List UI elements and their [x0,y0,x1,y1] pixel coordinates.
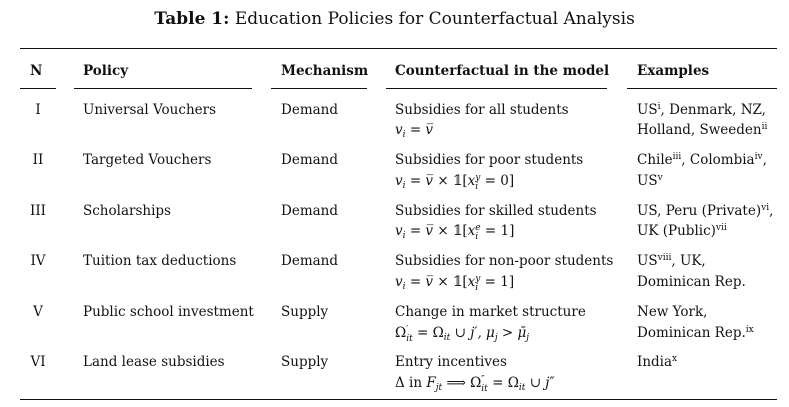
row-mechanism: Demand [281,253,338,269]
row-policy: Tuition tax deductions [83,253,237,269]
table-caption: Table 1: Education Policies for Counterf… [0,8,789,30]
header-rule-examples [627,88,777,89]
row-number: II [32,152,44,168]
row-mechanism: Supply [281,304,329,320]
row-mechanism: Demand [281,152,338,168]
row-examples-line1: Chileiii, Colombiaiv, [637,152,767,168]
row-examples-line2: Holland, Sweedenii [637,122,768,138]
row-counterfactual-text: Subsidies for all students [395,102,569,118]
row-policy: Land lease subsidies [83,354,225,370]
table-label: Table 1: [154,9,230,29]
row-counterfactual-text: Entry incentives [395,354,507,370]
row-examples-line1: US, Peru (Private)vi, [637,203,774,219]
header-rule-counterfactual [386,88,607,89]
row-mechanism: Demand [281,203,338,219]
row-counterfactual-formula: vi = v̅ × 𝟙[x y i = 1] [395,274,515,293]
row-examples-line2: USv [637,173,663,189]
row-examples-line2: Dominican Rep.ix [637,325,754,341]
row-examples-line2: Dominican Rep. [637,274,746,290]
header-mechanism: Mechanism [281,63,369,79]
header-n: N [30,63,43,79]
table-title: Education Policies for Counterfactual An… [229,9,635,29]
header-examples: Examples [637,63,710,79]
header-policy: Policy [83,63,129,79]
row-counterfactual-text: Change in market structure [395,304,586,320]
row-counterfactual-formula: Δ in Fjt ⟹ Ω ″ it = Ωit ∪ j″ [395,375,555,394]
row-mechanism: Supply [281,354,329,370]
row-policy: Public school investment [83,304,254,320]
header-rule-mechanism [271,88,367,89]
row-examples-line1: USviii, UK, [637,253,706,269]
header-rule-n [20,88,56,89]
row-counterfactual-text: Subsidies for poor students [395,152,584,168]
row-counterfactual-formula: vi = v̅ [395,122,434,140]
row-counterfactual-formula: vi = v̅ × 𝟙[x y i = 0] [395,173,515,192]
row-examples-line2: UK (Public)vii [637,223,727,239]
row-number: VI [30,354,46,370]
row-counterfactual-formula: vi = v̅ × 𝟙[x e i = 1] [395,223,515,242]
row-policy: Scholarships [83,203,171,219]
header-counterfactual: Counterfactual in the model [395,63,610,79]
row-number: I [35,102,41,118]
header-rule-policy [74,88,252,89]
row-counterfactual-formula: Ω ′ it = Ωit ∪ j′, μj > μ̄j [395,325,530,344]
row-counterfactual-text: Subsidies for skilled students [395,203,597,219]
bottom-rule [20,399,777,401]
row-examples-line1: New York, [637,304,708,320]
row-policy: Targeted Vouchers [83,152,212,168]
row-number: V [33,304,43,320]
row-examples-line1: USi, Denmark, NZ, [637,102,766,118]
top-rule [20,48,777,50]
row-number: III [30,203,46,219]
row-mechanism: Demand [281,102,338,118]
row-examples-line1: Indiax [637,354,678,370]
row-number: IV [30,253,46,269]
row-policy: Universal Vouchers [83,102,217,118]
row-counterfactual-text: Subsidies for non-poor students [395,253,614,269]
